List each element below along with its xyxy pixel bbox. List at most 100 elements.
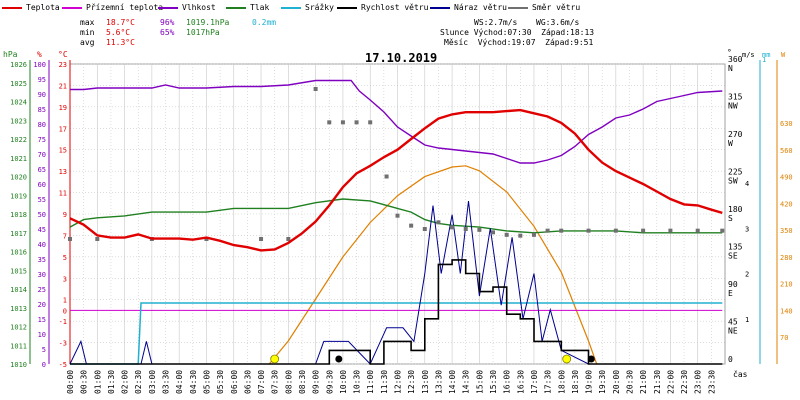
tick-direction-1: 45 <box>728 318 738 327</box>
x-tick-label-0: 00:00 <box>66 370 75 394</box>
tick-direction-name-4: S <box>728 214 733 223</box>
legend-item-dir: Směr větru <box>508 3 580 12</box>
legend-label-temp: Teplota <box>26 3 60 12</box>
wind-direction-point-6 <box>313 87 318 91</box>
tick-humidity-30: 30 <box>38 271 46 279</box>
x-tick-label-11: 05:30 <box>216 370 225 394</box>
x-tick-label-31: 15:30 <box>489 370 498 394</box>
legend-label-press: Tlak <box>250 3 270 12</box>
tick-solar-490: 490 <box>780 174 793 182</box>
wind-direction-point-10 <box>368 120 373 125</box>
x-tick-label-41: 20:30 <box>625 370 634 394</box>
tick-humidity-45: 45 <box>38 226 46 234</box>
x-tick-label-13: 06:30 <box>243 370 252 394</box>
tick-humidity-60: 60 <box>38 181 46 189</box>
legend-swatch-gust <box>430 6 450 9</box>
wind-direction-point-8 <box>340 120 345 125</box>
x-tick-label-15: 07:30 <box>271 370 280 394</box>
wind-speed-avg: WS:2.7m/s <box>474 18 518 27</box>
tick-pressure-1013: 1013 <box>10 305 27 313</box>
x-tick-label-35: 17:30 <box>544 370 553 394</box>
wind-direction-point-26 <box>613 228 618 233</box>
x-tick-label-21: 10:30 <box>353 370 362 394</box>
x-tick-label-10: 05:00 <box>202 370 211 394</box>
wind-direction-point-29 <box>695 228 700 233</box>
wind-direction-point-7 <box>327 120 332 125</box>
axis-unit-rain: mm <box>762 51 770 59</box>
tick-pressure-1011: 1011 <box>10 342 27 350</box>
legend-item-press: Tlak <box>226 3 269 12</box>
tick-humidity-55: 55 <box>38 196 46 204</box>
tick-direction-name-1: NE <box>728 327 738 336</box>
moonset-marker <box>335 355 343 363</box>
tick-pressure-1022: 1022 <box>10 136 27 144</box>
stats-max-temp: 18.7°C <box>106 18 135 27</box>
tick-temperature-3: 3 <box>63 275 67 283</box>
wind-direction-point-25 <box>586 228 591 233</box>
tick-pressure-1025: 1025 <box>10 80 27 88</box>
moon-times: Měsíc Východ:19:07 Západ:9:51 <box>444 38 594 47</box>
tick-pressure-1019: 1019 <box>10 192 27 200</box>
x-tick-label-17: 08:30 <box>298 370 307 394</box>
tick-pressure-1016: 1016 <box>10 249 27 257</box>
tick-direction-name-7: NW <box>728 102 738 111</box>
tick-temperature-19: 19 <box>59 104 67 112</box>
x-tick-label-39: 19:30 <box>598 370 607 394</box>
tick-temperature-7: 7 <box>63 232 67 240</box>
tick-direction-name-8: N <box>728 64 733 73</box>
tick-humidity-40: 40 <box>38 241 46 249</box>
tick-humidity-10: 10 <box>38 331 46 339</box>
x-tick-label-3: 01:30 <box>107 370 116 394</box>
axis-unit-humidity: % <box>37 50 42 59</box>
tick-wind-2: 2 <box>745 271 749 279</box>
tick-humidity-100: 100 <box>33 61 46 69</box>
stats-max-rain: 0.2mm <box>252 18 277 27</box>
solar-line <box>268 165 598 365</box>
wind-direction-point-23 <box>545 228 550 233</box>
tick-solar-140: 140 <box>780 307 793 315</box>
tick-humidity-35: 35 <box>38 256 46 264</box>
legend-label-speed: Rychlost větru <box>361 3 429 12</box>
wind-direction-point-4 <box>259 237 264 241</box>
tick-wind-4: 4 <box>745 180 749 188</box>
tick-direction-8: 360 <box>728 55 743 64</box>
axis-unit-wind: m/s <box>742 51 755 59</box>
sun-times: Slunce Východ:07:30 Západ:18:13 <box>440 28 595 37</box>
axis-unit-direction: ° <box>727 48 732 57</box>
x-tick-label-46: 23:00 <box>694 370 703 394</box>
wind-direction-point-30 <box>720 228 725 233</box>
tick-temperature-5: 5 <box>63 254 67 262</box>
tick-humidity-95: 95 <box>38 76 46 84</box>
tick-temperature-9: 9 <box>63 211 67 219</box>
legend-label-ground: Přízemní teplota <box>86 3 164 12</box>
tick-temperature--5: -5 <box>59 361 67 369</box>
x-tick-label-37: 18:30 <box>571 370 580 394</box>
tick-direction-5: 225 <box>728 168 743 177</box>
x-tick-label-5: 02:30 <box>134 370 143 394</box>
tick-direction-4: 180 <box>728 205 743 214</box>
wind-direction-point-18 <box>477 227 482 232</box>
wind-direction-point-27 <box>641 228 646 233</box>
tick-pressure-1026: 1026 <box>10 61 27 69</box>
x-tick-label-27: 13:30 <box>434 370 443 394</box>
tick-direction-2: 90 <box>728 280 738 289</box>
rain-line <box>70 302 723 365</box>
sunset-marker <box>562 354 572 364</box>
stats-avg-label: avg <box>80 38 95 47</box>
x-tick-label-29: 14:30 <box>462 370 471 394</box>
legend: Teplota Přízemní teplota Vlhkost Tlak Sr… <box>0 0 800 18</box>
tick-temperature-11: 11 <box>59 190 67 198</box>
tick-direction-name-2: E <box>728 289 733 298</box>
x-tick-label-12: 06:00 <box>230 370 239 394</box>
tick-humidity-70: 70 <box>38 151 46 159</box>
tick-wind-3: 3 <box>745 225 749 233</box>
info-block: WS:2.7m/s WG:3.6m/s Slunce Východ:07:30 … <box>440 16 760 50</box>
x-tick-label-25: 12:30 <box>407 370 416 394</box>
legend-item-speed: Rychlost větru <box>337 3 428 12</box>
wind-direction-point-28 <box>668 228 673 233</box>
legend-swatch-rain <box>281 6 301 9</box>
wind-direction-point-21 <box>518 233 523 238</box>
tick-pressure-1012: 1012 <box>10 324 27 332</box>
legend-label-dir: Směr větru <box>532 3 581 12</box>
